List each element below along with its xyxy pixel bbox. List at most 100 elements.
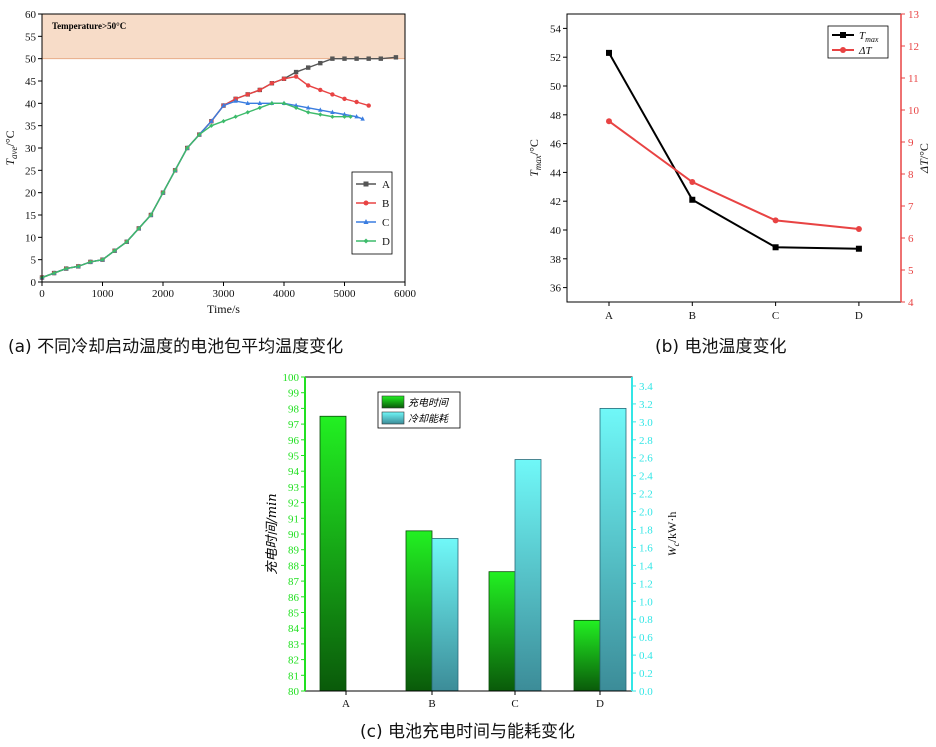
chart-c-bar-charge-time xyxy=(573,619,601,692)
chart-b-point xyxy=(689,179,696,185)
chart-a-y-tick-label: 5 xyxy=(31,255,37,267)
chart-a-point-A xyxy=(366,56,371,61)
chart-c-right-tick-label: 3.0 xyxy=(639,417,653,429)
chart-c-left-tick-label: 93 xyxy=(288,482,300,494)
chart-a-point-B xyxy=(318,87,323,93)
chart-c-x-tick-label: A xyxy=(342,698,350,710)
chart-b-series-line xyxy=(608,120,860,231)
chart-a-point-D xyxy=(233,114,238,119)
chart-a-point-D xyxy=(160,190,166,195)
chart-c-right-tick-label: 2.8 xyxy=(639,435,653,447)
chart-b-legend-marker xyxy=(840,47,846,53)
chart-a-point-B xyxy=(245,92,250,97)
chart-a-y-axis-label: Tave/°C xyxy=(3,130,19,165)
chart-b-point xyxy=(606,118,612,125)
chart-a-point-B xyxy=(366,103,371,108)
chart-b-x-tick-label: B xyxy=(689,310,696,322)
chart-a-y-tick-label: 35 xyxy=(25,121,37,133)
chart-a-x-tick-label: 6000 xyxy=(394,288,417,300)
chart-a-legend-marker xyxy=(363,200,369,206)
chart-b-left-tick-label: 36 xyxy=(550,283,562,295)
chart-c-right-tick-label: 3.4 xyxy=(639,381,653,393)
chart-a-y-tick-label: 55 xyxy=(25,31,37,43)
chart-c-left-tick-label: 80 xyxy=(288,686,300,698)
chart-b-point xyxy=(855,245,862,252)
chart-b-left-tick-label: 42 xyxy=(550,196,561,208)
chart-b-right-tick-label: 8 xyxy=(908,169,914,181)
chart-a-y-tick-label: 0 xyxy=(31,277,37,289)
chart-a-point-A xyxy=(306,65,311,70)
chart-b-right-tick-label: 11 xyxy=(908,73,919,85)
chart-a-point-C xyxy=(360,116,365,121)
chart-b-right-tick-label: 13 xyxy=(908,9,920,21)
chart-c-x-tick-label: C xyxy=(511,698,518,710)
chart-a-x-axis-label: Time/s xyxy=(207,302,240,316)
chart-b-x-tick-label: C xyxy=(772,310,779,322)
chart-c-bar-cooling-energy xyxy=(514,459,542,692)
chart-c-caption: (c) 电池充电时间与能耗变化 xyxy=(360,722,575,742)
chart-a-x-tick-label: 0 xyxy=(39,288,45,300)
chart-a-point-C xyxy=(293,102,299,108)
chart-a-point-D xyxy=(88,259,93,265)
chart-a-point-C xyxy=(245,100,250,106)
chart-c-left-tick-label: 100 xyxy=(283,372,300,384)
chart-a-point-C xyxy=(257,100,262,106)
chart-a-y-tick-label: 15 xyxy=(25,210,37,222)
chart-a-y-tick-label: 30 xyxy=(25,143,37,155)
chart-b-right-tick-label: 9 xyxy=(908,137,914,149)
chart-c-right-tick-label: 1.0 xyxy=(639,596,653,608)
chart-a-point-D xyxy=(342,114,347,119)
chart-b-right-tick-label: 6 xyxy=(908,233,914,245)
chart-a-y-tick-label: 50 xyxy=(25,54,37,66)
chart-b-left-tick-label: 40 xyxy=(550,225,562,237)
chart-a-legend-marker xyxy=(363,181,369,187)
chart-a-point-D xyxy=(112,248,117,253)
chart-a-point-B xyxy=(354,99,359,105)
chart-c-left-axis-label: 充电时间/min xyxy=(265,493,280,574)
chart-b-point xyxy=(772,244,779,251)
chart-b-right-tick-label: 10 xyxy=(908,105,920,117)
chart-c-right-axis-label: Wc/kW·h xyxy=(665,512,681,557)
chart-b-right-tick-label: 4 xyxy=(908,297,914,309)
chart-a-x-tick-label: 5000 xyxy=(334,288,357,300)
chart-a-x-tick-label: 2000 xyxy=(152,288,175,300)
chart-c-bar-cooling-energy xyxy=(431,538,459,692)
chart-b-left-tick-label: 54 xyxy=(550,23,562,35)
chart-a-caption: (a) 不同冷却启动温度的电池包平均温度变化 xyxy=(8,337,343,357)
chart-a-point-B xyxy=(269,81,275,86)
chart-a-point-D xyxy=(348,114,353,119)
chart-a-point-C xyxy=(209,118,214,123)
chart-b-left-tick-label: 38 xyxy=(550,254,562,266)
chart-a-point-B xyxy=(281,76,287,81)
chart-a-point-D xyxy=(306,110,311,115)
chart-a-series-line-C xyxy=(41,100,363,279)
chart-c-right-tick-label: 1.6 xyxy=(639,542,653,554)
chart-a-point-D xyxy=(76,264,81,269)
chart-a-point-C xyxy=(354,114,359,119)
chart-c-bar-cooling-energy xyxy=(599,407,627,692)
chart-a-point-C xyxy=(306,105,311,110)
chart-a-point-D xyxy=(293,105,299,110)
chart-c-left-tick-label: 84 xyxy=(288,623,300,635)
chart-b-series-line xyxy=(608,52,859,250)
chart-c-right-tick-label: 0.2 xyxy=(639,668,653,680)
chart-a-point-B xyxy=(306,83,311,88)
chart-b-right-tick-label: 7 xyxy=(908,201,914,213)
chart-b-caption: (b) 电池温度变化 xyxy=(655,337,786,357)
chart-c-left-tick-label: 83 xyxy=(288,639,300,651)
chart-c-left-tick-label: 94 xyxy=(288,466,300,478)
chart-c-right-tick-label: 2.2 xyxy=(639,489,653,501)
chart-c-left-tick-label: 85 xyxy=(288,608,300,620)
chart-c-right-tick-label: 2.6 xyxy=(639,453,653,465)
chart-b-point xyxy=(606,49,612,56)
chart-a-point-D xyxy=(185,145,190,151)
chart-c-bar-charge-time xyxy=(488,571,516,692)
chart-c-left-tick-label: 87 xyxy=(288,576,300,588)
chart-a-y-tick-label: 20 xyxy=(25,188,37,200)
chart-c-bar-charge-time xyxy=(319,415,347,692)
chart-c-left-tick-label: 92 xyxy=(288,498,299,510)
chart-a-point-D xyxy=(136,226,141,231)
chart-c-x-tick-label: D xyxy=(596,698,604,710)
